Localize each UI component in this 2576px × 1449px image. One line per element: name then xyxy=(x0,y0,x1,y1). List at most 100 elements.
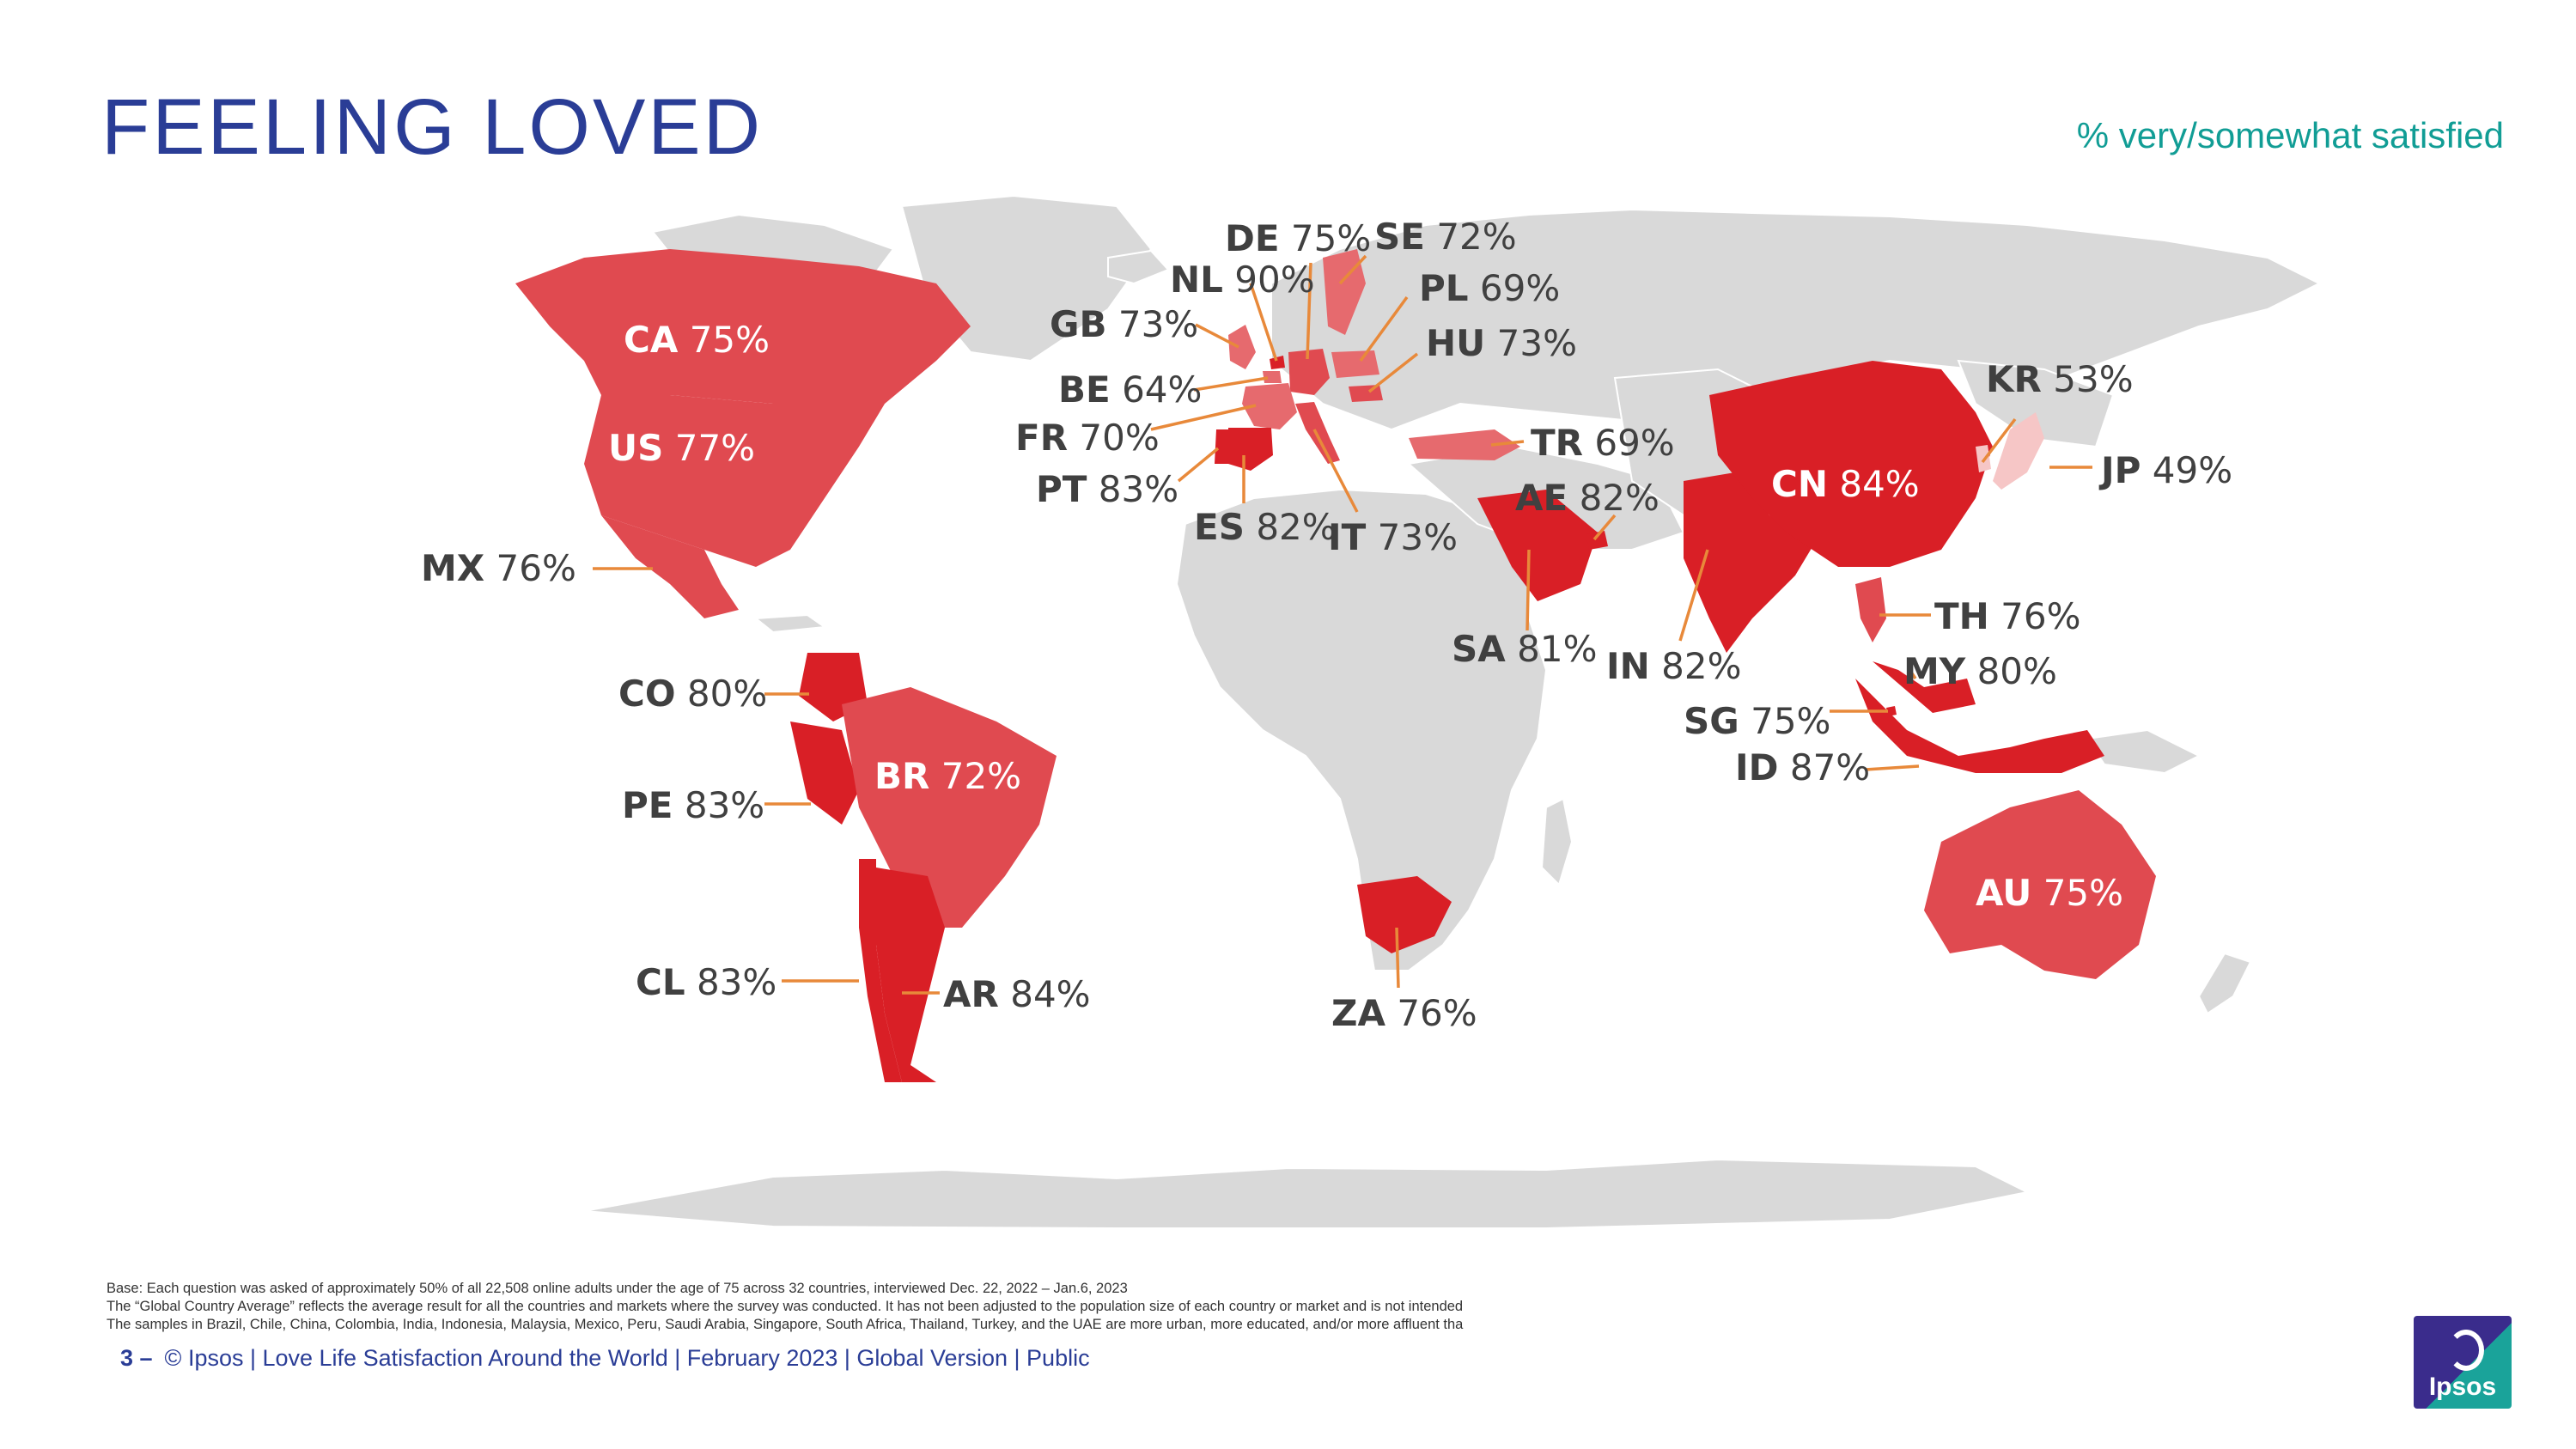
land-caribbean xyxy=(753,613,827,634)
country-hu xyxy=(1349,385,1383,402)
label-us-code: US xyxy=(608,427,663,469)
leader-de xyxy=(1306,262,1312,360)
label-cl-code: CL xyxy=(636,961,685,1003)
label-cl-value: 83% xyxy=(697,961,776,1003)
country-in xyxy=(1684,472,1821,653)
label-es: ES 82% xyxy=(1194,506,1337,548)
leader-fr xyxy=(1150,404,1257,431)
label-pe-code: PE xyxy=(622,784,673,826)
label-pl-code: PL xyxy=(1419,267,1469,309)
country-es xyxy=(1228,428,1273,471)
label-au-value: 75% xyxy=(2043,872,2123,914)
country-my xyxy=(1873,661,1976,713)
label-ca-code: CA xyxy=(624,319,679,361)
country-nl xyxy=(1270,356,1285,369)
country-au xyxy=(1924,790,2156,979)
leader-my xyxy=(1910,673,1917,679)
country-cl xyxy=(859,859,902,1082)
label-it: IT 73% xyxy=(1328,516,1458,558)
label-sg-code: SG xyxy=(1684,700,1739,742)
leader-se xyxy=(1338,254,1367,285)
label-cn: CN 84% xyxy=(1771,463,1920,505)
leader-nl xyxy=(1249,283,1278,362)
label-sg: SG 75% xyxy=(1684,700,1830,742)
label-th: TH 76% xyxy=(1934,595,2081,637)
label-se-value: 72% xyxy=(1436,216,1516,258)
label-au-code: AU xyxy=(1976,872,2031,914)
leader-ae xyxy=(1592,514,1617,541)
label-be-code: BE xyxy=(1058,368,1111,411)
label-in: IN 82% xyxy=(1606,645,1742,687)
ipsos-logo-mark-icon xyxy=(2448,1330,2484,1371)
land-new-guinea xyxy=(2086,728,2201,775)
country-ca xyxy=(515,249,971,404)
label-pl: PL 69% xyxy=(1419,267,1560,309)
label-pt-code: PT xyxy=(1036,468,1087,510)
country-labels: CA 75% US 77% MX 76% CO 80% PE 83% BR 72… xyxy=(421,216,2232,1034)
label-it-value: 73% xyxy=(1378,516,1458,558)
leader-be xyxy=(1193,376,1269,392)
label-de: DE 75% xyxy=(1225,217,1371,259)
label-mx-code: MX xyxy=(421,547,484,589)
label-kr: KR 53% xyxy=(1986,358,2134,400)
country-cn xyxy=(1709,361,1993,567)
label-us: US 77% xyxy=(608,427,755,469)
page-title: FEELING LOVED xyxy=(101,83,764,171)
label-kr-value: 53% xyxy=(2053,358,2133,400)
label-jp: JP 49% xyxy=(2098,449,2232,491)
label-it-code: IT xyxy=(1328,516,1367,558)
country-de xyxy=(1288,349,1330,395)
label-in-code: IN xyxy=(1606,645,1650,687)
label-ca: CA 75% xyxy=(624,319,770,361)
country-be xyxy=(1263,371,1282,383)
label-au: AU 75% xyxy=(1976,872,2123,914)
label-ar-code: AR xyxy=(943,973,999,1015)
footnote-average: The “Global Country Average” reflects th… xyxy=(107,1299,1464,1314)
label-th-code: TH xyxy=(1934,595,1989,637)
ipsos-logo: Ipsos xyxy=(2414,1316,2512,1409)
label-tr: TR 69% xyxy=(1531,422,1675,464)
map-subtitle: % very/somewhat satisfied xyxy=(2076,115,2504,155)
label-sa-code: SA xyxy=(1452,628,1506,670)
label-cl: CL 83% xyxy=(636,961,776,1003)
label-nl-code: NL xyxy=(1170,259,1223,301)
label-pt-value: 83% xyxy=(1099,468,1178,510)
label-id: ID 87% xyxy=(1735,746,1870,788)
label-fr-value: 70% xyxy=(1079,417,1159,459)
label-ar: AR 84% xyxy=(943,973,1091,1015)
label-my-value: 80% xyxy=(1977,650,2057,692)
country-ar xyxy=(876,868,945,1082)
country-th xyxy=(1855,577,1886,642)
label-hu-code: HU xyxy=(1426,322,1485,364)
label-es-code: ES xyxy=(1194,506,1245,548)
label-kr-code: KR xyxy=(1986,358,2042,400)
label-sg-value: 75% xyxy=(1751,700,1830,742)
country-gb xyxy=(1228,325,1256,369)
country-sa xyxy=(1477,490,1598,601)
country-se xyxy=(1323,249,1366,335)
country-us xyxy=(584,395,885,567)
label-nl: NL 90% xyxy=(1170,259,1315,301)
label-nl-value: 90% xyxy=(1234,259,1314,301)
country-za xyxy=(1357,876,1452,953)
label-in-value: 82% xyxy=(1661,645,1741,687)
label-be-value: 64% xyxy=(1122,368,1202,411)
country-tr xyxy=(1409,429,1520,460)
label-gb: GB 73% xyxy=(1050,303,1198,345)
leader-kr xyxy=(1981,417,2017,464)
label-my-code: MY xyxy=(1903,650,1966,692)
label-gb-value: 73% xyxy=(1118,303,1198,345)
footer-text: © Ipsos | Love Life Satisfaction Around … xyxy=(164,1345,1090,1371)
label-fr: FR 70% xyxy=(1015,417,1160,459)
leader-gb xyxy=(1195,323,1239,349)
leader-hu xyxy=(1367,352,1419,393)
label-us-value: 77% xyxy=(675,427,755,469)
label-co-code: CO xyxy=(618,673,676,715)
leader-pl xyxy=(1359,295,1409,362)
label-my: MY 80% xyxy=(1903,650,2057,692)
ipsos-logo-text: Ipsos xyxy=(2428,1373,2497,1401)
label-de-code: DE xyxy=(1225,217,1280,259)
label-za-value: 76% xyxy=(1397,992,1477,1034)
leader-pt xyxy=(1177,447,1220,483)
country-fr xyxy=(1242,383,1297,429)
